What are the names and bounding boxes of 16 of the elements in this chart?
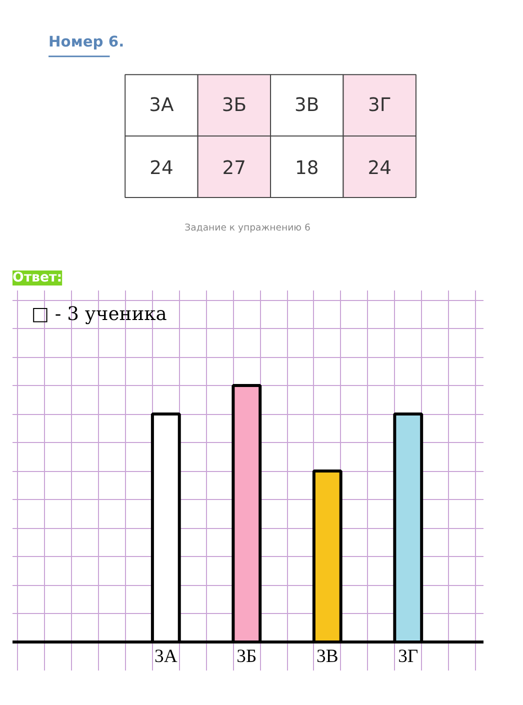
x-tick-label: 3Г <box>368 94 392 116</box>
x-tick-label: 3В <box>294 94 320 116</box>
chart-title: Номер 6. <box>48 33 124 50</box>
x-tick-label: 3Б <box>222 94 247 116</box>
category-label: 3А <box>154 646 178 667</box>
text: Задание к упражнению 6 <box>184 222 310 234</box>
category-label: 3Б <box>236 646 257 667</box>
data-label: 27 <box>222 158 246 179</box>
category-label: 3Г <box>398 646 418 667</box>
data-label: 18 <box>295 158 319 179</box>
x-tick-label: 3А <box>149 94 174 116</box>
text: Ответ: <box>12 270 62 286</box>
data-label: 24 <box>368 158 392 179</box>
category-label: 3В <box>316 646 338 667</box>
data-label: 24 <box>150 158 174 179</box>
annotation: □ - 3 ученика <box>31 304 167 325</box>
